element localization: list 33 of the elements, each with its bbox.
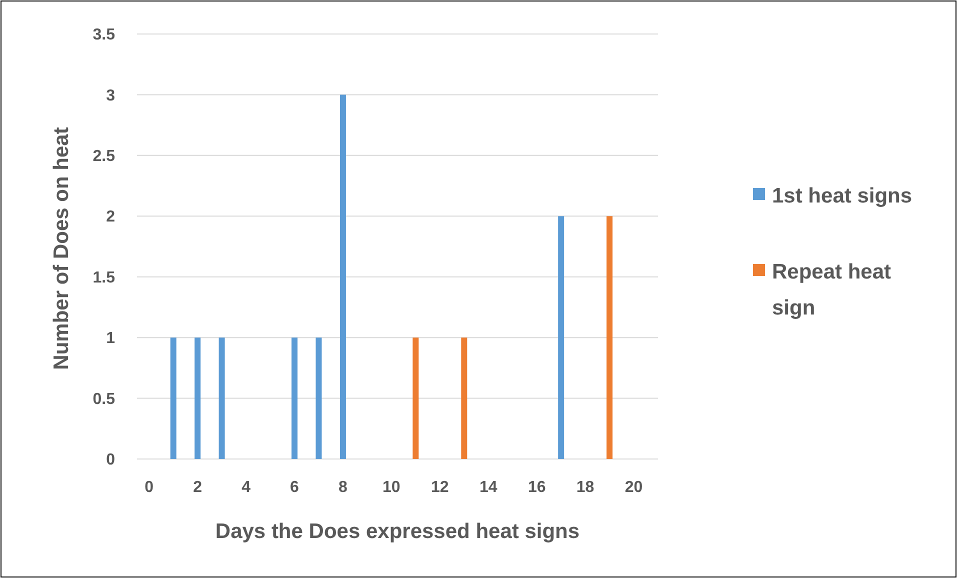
x-tick-label: 12: [431, 479, 449, 496]
y-tick-label: 1.5: [92, 269, 116, 286]
bar: [194, 338, 201, 459]
x-tick-label: 6: [290, 479, 300, 496]
bar: [412, 338, 419, 459]
y-tick-label: 3: [106, 87, 116, 104]
bar: [218, 338, 225, 459]
legend-label: 1st heat signs: [772, 184, 912, 208]
x-tick-label: 0: [144, 479, 154, 496]
x-tick-label: 2: [193, 479, 202, 496]
bar: [340, 94, 346, 459]
y-axis-title: Number of Does on heat: [50, 127, 73, 370]
bar: [558, 216, 564, 459]
x-tick-label: 20: [624, 479, 643, 496]
y-tick-label: 0.5: [92, 390, 116, 408]
x-tick-label: 8: [338, 479, 348, 496]
y-tick-label: 0: [106, 452, 116, 469]
x-tick-label: 14: [479, 479, 498, 496]
bar: [170, 338, 176, 459]
x-tick-label: 10: [382, 479, 400, 496]
x-tick-label: 18: [576, 479, 594, 496]
x-axis-title: Days the Does expressed heat signs: [215, 520, 580, 543]
bar: [316, 338, 322, 459]
bar: [606, 216, 613, 459]
x-tick-label: 16: [528, 479, 546, 496]
x-tick-label: 4: [242, 479, 251, 496]
y-tick-label: 2: [106, 208, 116, 226]
bar: [461, 338, 468, 459]
bar: [292, 338, 298, 459]
y-tick-label: 3.5: [92, 26, 116, 44]
y-tick-label: 2.5: [92, 148, 116, 166]
legend-label: Repeat heat sign: [772, 260, 892, 320]
y-tick-label: 1: [106, 330, 116, 348]
